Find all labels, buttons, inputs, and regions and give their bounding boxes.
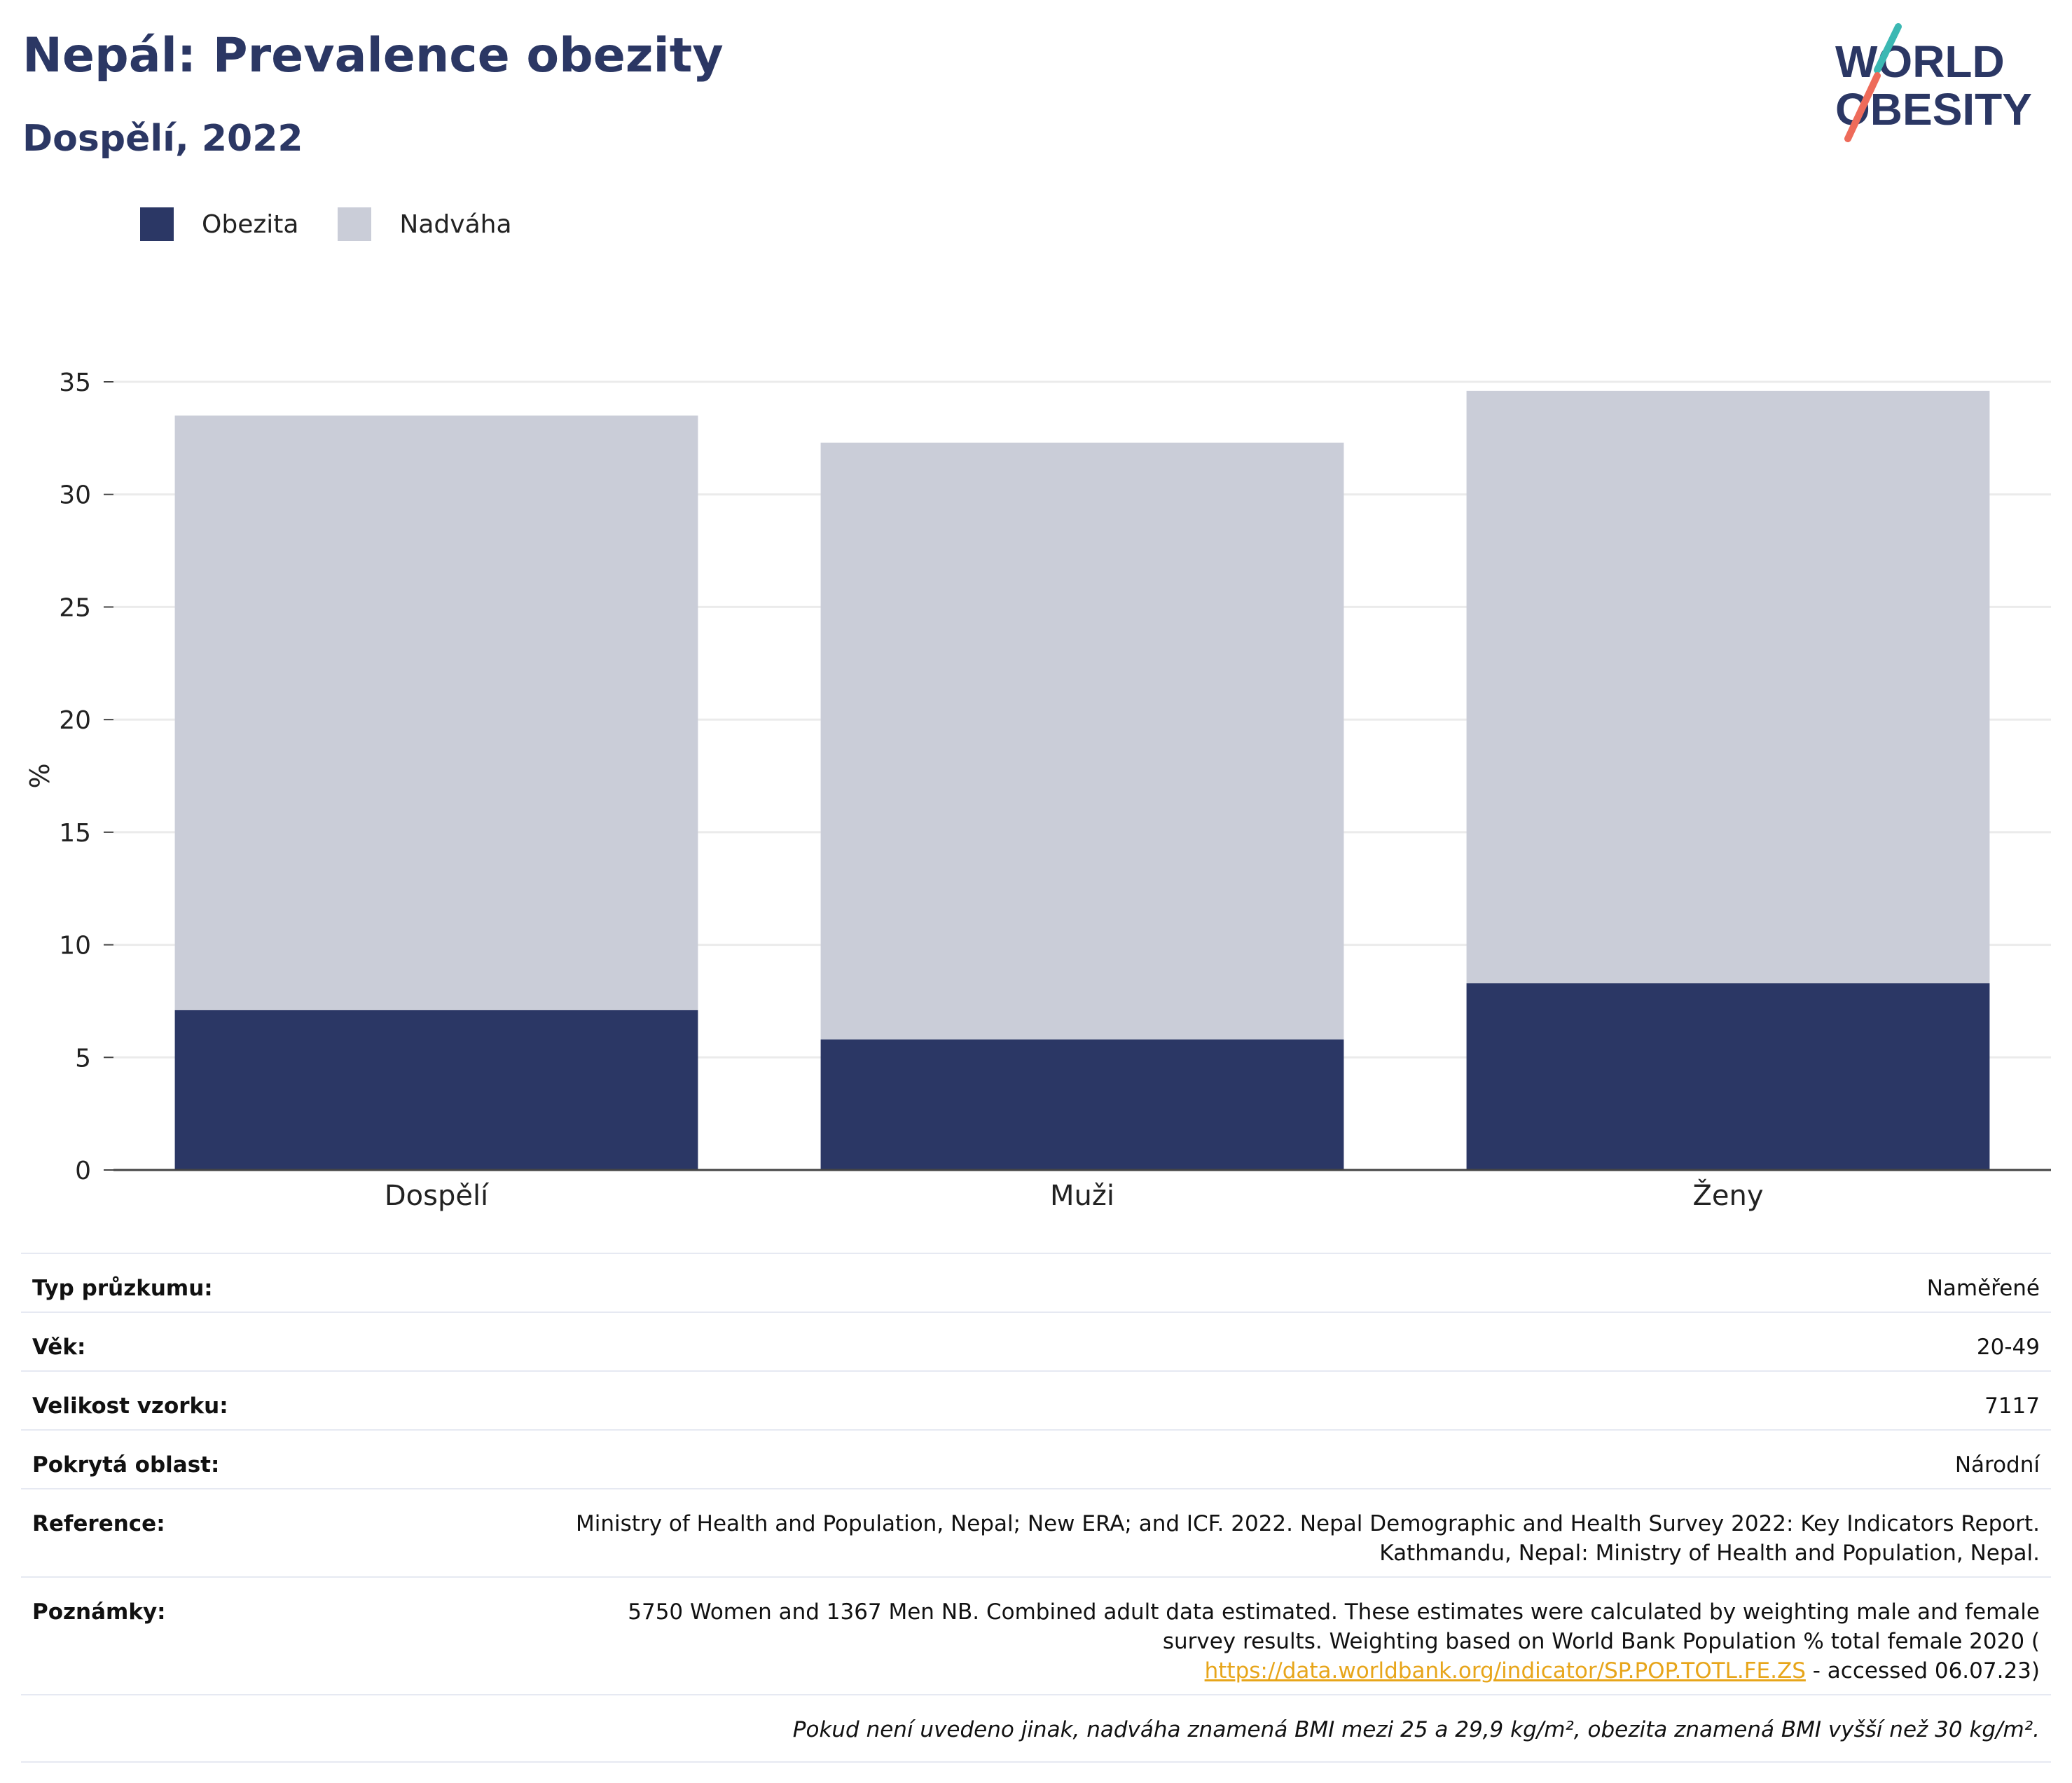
bar-obesity bbox=[1466, 983, 1990, 1170]
survey-info-table: Typ průzkumu: Naměřené Věk: 20-49 Veliko… bbox=[21, 1253, 2051, 1763]
notes-line-1: 5750 Women and 1367 Men NB. Combined adu… bbox=[628, 1599, 2040, 1625]
logo-slash-teal bbox=[1874, 23, 1902, 74]
age-value: 20-49 bbox=[1976, 1335, 2040, 1360]
legend-swatch-obesity bbox=[140, 207, 174, 241]
sample-size-value: 7117 bbox=[1984, 1393, 2040, 1419]
y-tick-label: 20 bbox=[59, 706, 91, 735]
sample-size-label: Velikost vzorku: bbox=[32, 1393, 228, 1419]
reference-label: Reference: bbox=[32, 1511, 165, 1536]
bar-obesity bbox=[174, 1010, 698, 1170]
info-row-notes: Poznámky: 5750 Women and 1367 Men NB. Co… bbox=[21, 1576, 2051, 1694]
info-row-sample-size: Velikost vzorku: 7117 bbox=[21, 1370, 2051, 1429]
info-row-reference: Reference: Ministry of Health and Popula… bbox=[21, 1488, 2051, 1576]
reference-line-2: Kathmandu, Nepal: Ministry of Health and… bbox=[1379, 1541, 2040, 1566]
survey-type-label: Typ průzkumu: bbox=[32, 1276, 213, 1301]
bar-overweight bbox=[174, 415, 698, 1010]
bar-obesity bbox=[820, 1039, 1344, 1170]
worldbank-link[interactable]: https://data.worldbank.org/indicator/SP.… bbox=[1204, 1658, 1806, 1684]
legend-item-overweight[interactable]: Nadváha bbox=[338, 207, 512, 241]
y-tick-label: 5 bbox=[75, 1044, 91, 1073]
info-row-footnote: Pokud není uvedeno jinak, nadváha znamen… bbox=[21, 1694, 2051, 1763]
notes-line-3-suffix: - accessed 06.07.23) bbox=[1805, 1658, 2040, 1684]
legend-label-overweight: Nadváha bbox=[399, 209, 512, 239]
notes-value: 5750 Women and 1367 Men NB. Combined adu… bbox=[628, 1597, 2040, 1686]
info-row-age: Věk: 20-49 bbox=[21, 1312, 2051, 1370]
coverage-label: Pokrytá oblast: bbox=[32, 1452, 220, 1478]
logo-slash-coral bbox=[1844, 72, 1881, 142]
y-tick-label: 25 bbox=[59, 593, 91, 622]
legend-label-obesity: Obezita bbox=[202, 209, 299, 239]
bmi-footnote: Pokud není uvedeno jinak, nadváha znamen… bbox=[792, 1717, 2040, 1742]
reference-line-1: Ministry of Health and Population, Nepal… bbox=[576, 1511, 2040, 1536]
chart-title: Nepál: Prevalence obezity bbox=[22, 28, 724, 83]
notes-line-2: survey results. Weighting based on World… bbox=[1162, 1629, 2040, 1654]
y-tick-label: 0 bbox=[75, 1157, 91, 1185]
legend-swatch-overweight bbox=[338, 207, 372, 241]
x-tick-label: Ženy bbox=[1692, 1178, 1763, 1212]
bar-chart: 0 5 10 15 20 25 30 35% Dospělí Muži Ženy bbox=[25, 369, 2051, 1212]
chart-subtitle: Dospělí, 2022 bbox=[22, 118, 303, 160]
x-tick-label: Dospělí bbox=[385, 1180, 490, 1212]
logo-line1: WORLD bbox=[1835, 36, 2005, 87]
info-row-coverage: Pokrytá oblast: Národní bbox=[21, 1429, 2051, 1488]
y-tick-label: 15 bbox=[59, 819, 91, 848]
notes-label: Poznámky: bbox=[32, 1599, 166, 1625]
chart-legend: Obezita Nadváha bbox=[140, 207, 551, 241]
age-label: Věk: bbox=[32, 1335, 86, 1360]
world-obesity-logo: WORLD OBESITY bbox=[1835, 23, 2032, 142]
survey-type-value: Naměřené bbox=[1926, 1276, 2040, 1301]
notes-line-3: https://data.worldbank.org/indicator/SP.… bbox=[628, 1656, 2040, 1686]
y-tick-label: 30 bbox=[59, 481, 91, 510]
reference-value: Ministry of Health and Population, Nepal… bbox=[576, 1509, 2040, 1568]
y-tick-label: 35 bbox=[59, 369, 91, 397]
y-axis-label: % bbox=[25, 763, 55, 788]
bar-overweight bbox=[1466, 390, 1990, 984]
info-row-survey-type: Typ průzkumu: Naměřené bbox=[21, 1253, 2051, 1312]
bar-overweight bbox=[820, 442, 1344, 1040]
x-tick-label: Muži bbox=[1050, 1180, 1114, 1212]
legend-item-obesity[interactable]: Obezita bbox=[140, 207, 298, 241]
coverage-value: Národní bbox=[1954, 1452, 2040, 1478]
y-tick-label: 10 bbox=[59, 932, 91, 961]
